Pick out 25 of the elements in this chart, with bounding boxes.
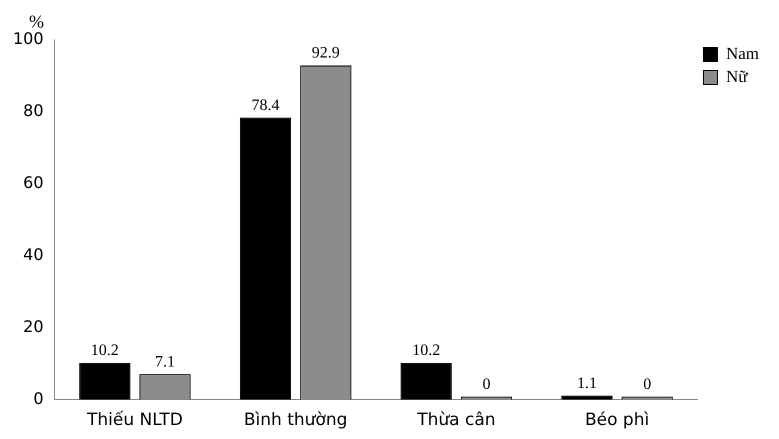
data-label: 78.4 (251, 96, 280, 114)
bar (240, 118, 292, 400)
bar (400, 362, 452, 400)
y-tick-label: 0 (33, 388, 44, 408)
data-label: 10.2 (412, 342, 440, 360)
y-tick-label: 60 (23, 172, 44, 192)
bar (79, 362, 130, 400)
data-label: 1.1 (576, 374, 597, 392)
x-tick-label: Bình thường (244, 410, 348, 430)
y-tick-label: 20 (23, 316, 44, 336)
x-tick-label: Béo phì (584, 410, 650, 430)
data-label: 7.1 (155, 353, 176, 370)
x-tick-label: Thiếu NLTD (86, 410, 183, 430)
legend-label: Nữ (726, 66, 748, 86)
y-tick-label: 40 (23, 244, 44, 264)
y-axis-title: % (29, 12, 44, 32)
x-tick-label: Thừa cân (416, 410, 496, 430)
data-label: 92.9 (312, 44, 340, 62)
bar (561, 396, 613, 400)
y-tick-label: 100 (12, 29, 44, 48)
data-label: 0 (643, 376, 652, 393)
y-tick-label: 80 (23, 101, 44, 120)
legend-label: Nam (726, 44, 759, 63)
data-label: 10.2 (90, 342, 119, 360)
data-label: 0 (482, 376, 490, 393)
